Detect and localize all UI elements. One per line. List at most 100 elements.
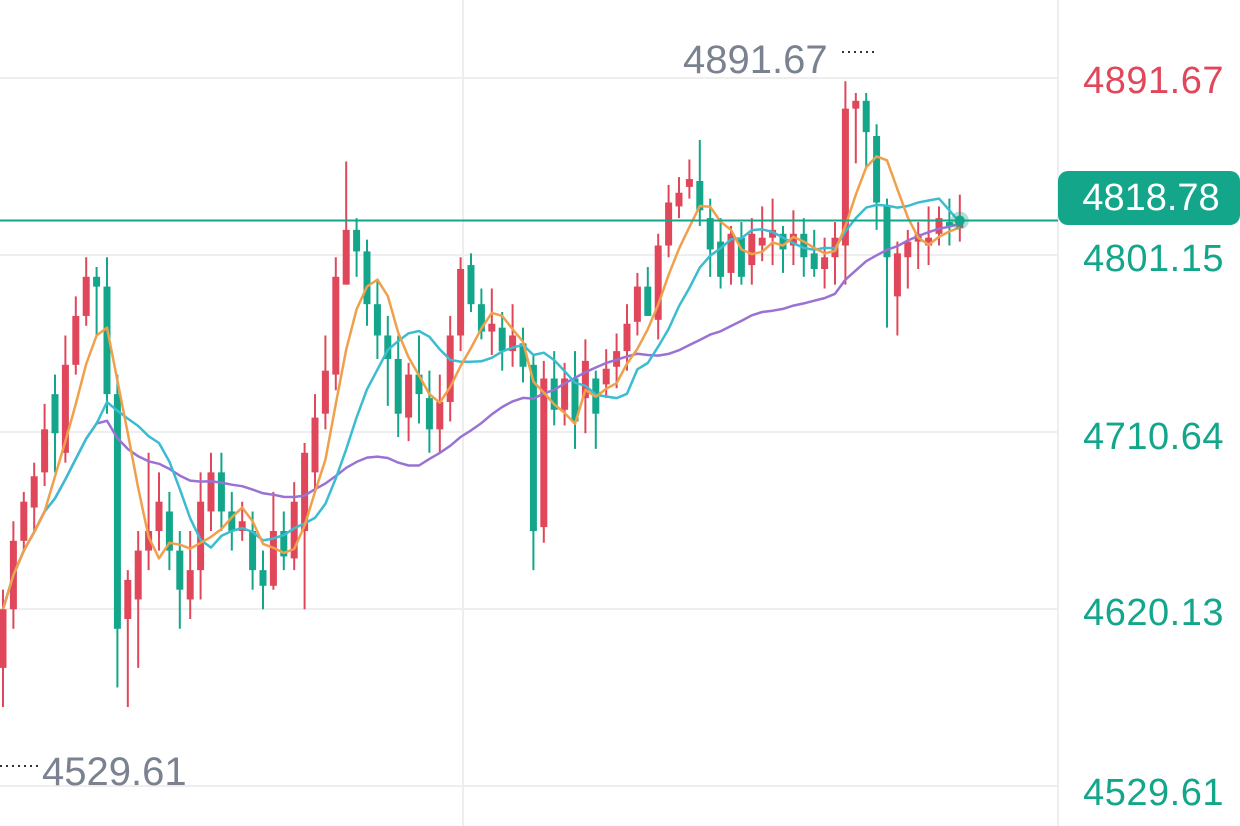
candle-body-37 [384, 335, 392, 359]
candle-body-74 [769, 229, 777, 238]
candle-body-68 [706, 218, 714, 250]
candle-body-26 [269, 531, 277, 586]
candle-body-0 [0, 609, 7, 668]
candle-body-4 [41, 429, 49, 473]
candle-body-73 [758, 237, 766, 246]
candle-body-71 [737, 237, 745, 277]
candle-body-46 [477, 304, 485, 332]
candle-body-6 [61, 364, 69, 453]
low-marker-label: 4529.61 [42, 750, 187, 794]
candle-body-69 [717, 241, 725, 277]
ma-long-line [1, 222, 961, 610]
candle-body-29 [301, 452, 309, 532]
candle-body-79 [821, 257, 829, 269]
candle-body-35 [363, 251, 371, 305]
price-axis-label-2: 4710.64 [1083, 416, 1224, 458]
candle-body-27 [280, 531, 288, 557]
candle-body-54 [561, 378, 569, 410]
candle-body-22 [228, 511, 236, 532]
candle-body-30 [311, 417, 319, 473]
candle-body-7 [72, 315, 80, 365]
candle-body-5 [51, 394, 59, 434]
candle-body-33 [342, 229, 350, 285]
candle-body-8 [82, 276, 90, 316]
high-marker-label: 4891.67 [683, 38, 828, 82]
candle-body-81 [841, 108, 849, 246]
candle-body-67 [696, 180, 704, 211]
ma-short-line [1, 155, 961, 610]
candle-body-56 [581, 360, 589, 399]
candle-body-82 [852, 100, 860, 109]
candle-body-24 [249, 531, 257, 571]
candle-body-75 [779, 233, 787, 250]
candle-body-66 [685, 179, 693, 187]
candle-body-49 [509, 335, 517, 352]
candle-body-84 [873, 136, 881, 203]
candle-body-90 [935, 218, 943, 234]
candle-body-85 [883, 206, 891, 258]
candle-body-15 [155, 501, 163, 532]
candle-body-55 [571, 378, 579, 422]
candle-body-20 [207, 472, 215, 512]
candle-body-60 [623, 323, 631, 352]
candle-body-48 [498, 327, 506, 352]
candle-body-14 [145, 531, 153, 551]
candle-body-51 [529, 364, 537, 532]
price-axis-label-0: 4891.67 [1083, 60, 1224, 102]
candle-body-17 [176, 550, 184, 590]
candle-body-25 [259, 570, 267, 586]
candle-body-52 [540, 378, 548, 528]
candle-body-38 [394, 358, 402, 414]
candle-body-64 [665, 202, 673, 246]
candle-body-47 [488, 323, 496, 332]
candle-body-41 [425, 398, 433, 430]
price-axis-label-1: 4801.15 [1083, 238, 1224, 280]
candle-body-10 [103, 286, 111, 395]
candle-body-62 [644, 286, 652, 316]
candle-body-36 [373, 304, 381, 336]
candle-body-34 [353, 229, 361, 252]
candle-body-77 [800, 233, 808, 258]
candle-body-32 [332, 276, 340, 375]
candle-body-9 [93, 276, 101, 287]
price-axis-label-4: 4529.61 [1083, 772, 1224, 814]
candle-body-12 [124, 579, 132, 620]
candle-body-76 [789, 233, 797, 246]
candle-body-53 [550, 378, 558, 410]
candle-body-89 [925, 237, 933, 246]
candle-body-23 [238, 521, 246, 532]
candle-body-16 [165, 511, 173, 551]
candle-body-31 [321, 370, 329, 414]
candle-body-28 [290, 501, 298, 559]
candle-body-65 [675, 192, 683, 207]
current-price-dot [954, 215, 965, 226]
candle-body-44 [457, 268, 465, 336]
candle-body-86 [893, 253, 901, 297]
candle-body-40 [415, 374, 423, 395]
candle-body-42 [436, 401, 444, 430]
candle-body-43 [446, 335, 454, 402]
candle-body-18 [186, 570, 194, 600]
candle-body-13 [134, 550, 142, 600]
candle-body-58 [602, 368, 610, 385]
candle-body-39 [405, 374, 413, 418]
candle-body-78 [810, 253, 818, 269]
ma-mid-line [1, 197, 961, 610]
candle-body-63 [654, 245, 662, 320]
candle-body-21 [217, 472, 225, 512]
candle-body-87 [904, 241, 912, 258]
candle-body-11 [113, 394, 121, 629]
candle-body-72 [748, 233, 756, 266]
current-price-tag: 4818.78 [1058, 171, 1240, 225]
candle-body-3 [30, 476, 38, 508]
candle-body-45 [467, 265, 475, 305]
candle-body-70 [727, 233, 735, 273]
candle-body-19 [197, 501, 205, 571]
candle-body-91 [945, 222, 953, 226]
candle-body-61 [633, 286, 641, 322]
price-axis-label-3: 4620.13 [1083, 592, 1224, 634]
candle-body-83 [862, 100, 870, 133]
candle-body-2 [20, 501, 28, 541]
